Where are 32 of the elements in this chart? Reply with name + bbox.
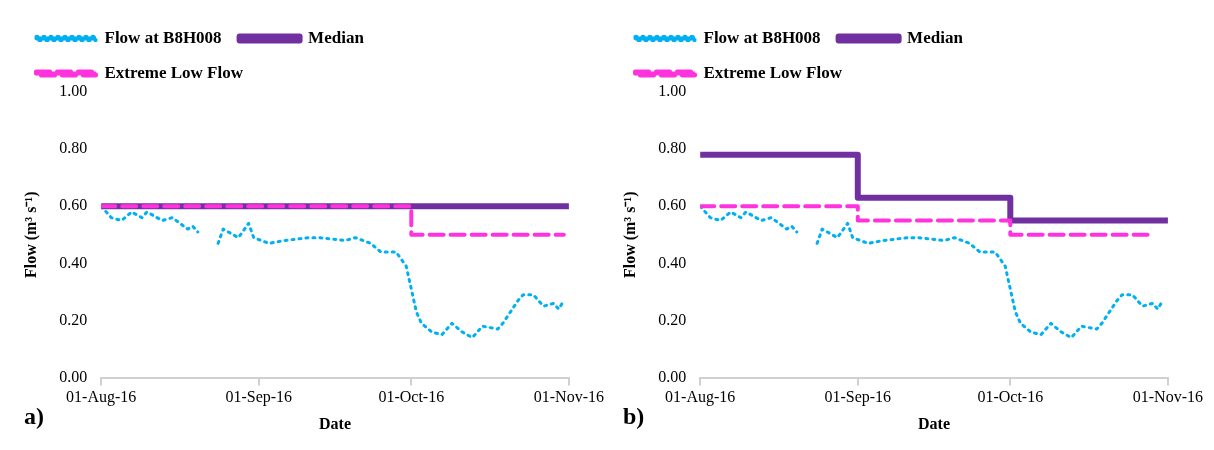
legend-label: Median [907, 27, 964, 47]
y-tick-label: 0.60 [658, 196, 687, 214]
x-tick-label: 01-Sep-16 [225, 388, 293, 407]
x-tick-label: 01-Aug-16 [66, 388, 137, 407]
y-tick-label: 0.00 [59, 367, 88, 385]
y-tick-label: 0.80 [59, 139, 88, 157]
x-axis-title: Date [319, 414, 352, 432]
y-tick-label: 0.40 [59, 253, 88, 271]
y-tick-label: 0.20 [658, 310, 687, 328]
x-tick-label: 01-Sep-16 [824, 388, 892, 407]
legend-label: Median [308, 27, 365, 47]
y-tick-label: 0.80 [658, 139, 687, 157]
text: b) [623, 403, 645, 430]
x-tick-label: 01-Nov-16 [1132, 388, 1203, 406]
y-tick-label: 0.00 [658, 367, 687, 385]
y-axis-title: Flow (m³ s⁻¹) [21, 191, 40, 279]
x-axis-title: Date [918, 414, 951, 432]
y-tick-label: 0.40 [658, 253, 687, 271]
text: a) [24, 403, 44, 430]
y-tick-label: 0.20 [59, 310, 88, 328]
legend-label: Extreme Low Flow [703, 62, 843, 82]
legend-label: Flow at B8H008 [703, 27, 821, 47]
x-tick-label: 01-Nov-16 [533, 388, 604, 406]
legend-label: Extreme Low Flow [104, 62, 244, 82]
y-tick-label: 1.00 [658, 82, 687, 100]
y-tick-label: 0.60 [59, 196, 88, 214]
legend-label: Flow at B8H008 [104, 27, 222, 47]
x-tick-label: 01-Oct-16 [977, 388, 1044, 406]
x-tick-label: 01-Oct-16 [378, 388, 445, 406]
y-tick-label: 1.00 [59, 82, 88, 100]
x-tick-label: 01-Aug-16 [665, 388, 736, 407]
y-axis-title: Flow (m³ s⁻¹) [620, 191, 639, 279]
